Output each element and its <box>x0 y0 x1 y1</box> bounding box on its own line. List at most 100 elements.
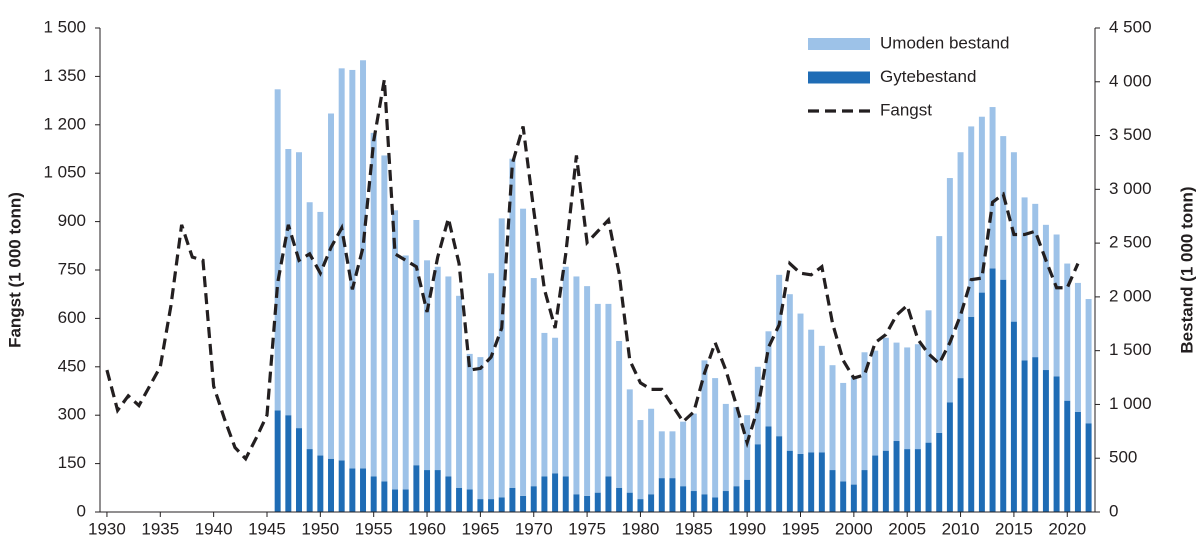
bar <box>498 218 505 498</box>
x-tick-label: 1980 <box>622 519 660 538</box>
bar <box>381 481 388 512</box>
bar <box>562 476 569 512</box>
bar <box>658 431 665 479</box>
bar <box>573 494 580 512</box>
y-tick-label: 1 050 <box>43 163 86 182</box>
bar <box>477 499 484 512</box>
x-tick-label: 1960 <box>408 519 446 538</box>
bar <box>1032 357 1039 512</box>
bar <box>861 352 868 471</box>
bar <box>381 155 388 482</box>
bar <box>786 450 793 512</box>
bar <box>872 350 879 456</box>
bar <box>712 378 719 498</box>
bar <box>925 310 932 443</box>
bar <box>1010 321 1017 512</box>
bar <box>648 408 655 495</box>
y2-tick-label: 1 000 <box>1109 394 1152 413</box>
y-tick-label: 750 <box>58 259 86 278</box>
bar <box>338 460 345 512</box>
bar <box>616 340 623 488</box>
bar <box>882 337 889 451</box>
x-tick-label: 1955 <box>355 519 393 538</box>
y2-tick-label: 2 000 <box>1109 286 1152 305</box>
bar <box>637 420 644 500</box>
bar <box>765 331 772 427</box>
bar <box>882 450 889 512</box>
bar <box>360 468 367 512</box>
bar <box>648 494 655 512</box>
bar <box>370 132 377 477</box>
bar <box>392 210 399 490</box>
x-tick-label: 1975 <box>568 519 606 538</box>
bar <box>978 292 985 512</box>
bar <box>722 491 729 512</box>
y2-tick-label: 3 000 <box>1109 179 1152 198</box>
bar <box>701 494 708 512</box>
x-tick-label: 2005 <box>888 519 926 538</box>
bar <box>968 126 975 317</box>
bar <box>541 476 548 512</box>
legend-label: Fangst <box>880 100 932 119</box>
y2-tick-label: 500 <box>1109 448 1137 467</box>
bar <box>680 421 687 487</box>
bar <box>616 487 623 512</box>
bar <box>434 266 441 471</box>
bar <box>1064 400 1071 512</box>
y-tick-label: 900 <box>58 211 86 230</box>
y2-tick-label: 3 500 <box>1109 125 1152 144</box>
bar <box>776 436 783 512</box>
y-tick-label: 150 <box>58 453 86 472</box>
y-tick-label: 300 <box>58 405 86 424</box>
bar <box>424 470 431 512</box>
bar <box>1042 370 1049 512</box>
bar <box>850 484 857 512</box>
bar <box>509 487 516 512</box>
bar <box>1064 263 1071 401</box>
bar <box>1000 136 1007 280</box>
y-tick-label: 0 <box>77 501 86 520</box>
bar <box>968 316 975 512</box>
bar <box>434 470 441 512</box>
x-tick-label: 1990 <box>728 519 766 538</box>
bar <box>840 382 847 482</box>
bar <box>370 476 377 512</box>
bar <box>552 337 559 474</box>
bar <box>850 376 857 485</box>
bar <box>285 415 292 512</box>
bar <box>914 449 921 512</box>
x-tick-label: 2000 <box>835 519 873 538</box>
bar <box>328 458 334 512</box>
bar <box>978 116 985 293</box>
bar <box>488 273 495 500</box>
bar <box>872 455 879 512</box>
bar <box>808 329 815 453</box>
bar <box>349 468 356 512</box>
bar <box>1074 282 1081 412</box>
x-tick-label: 1970 <box>515 519 553 538</box>
x-tick-label: 2020 <box>1048 519 1086 538</box>
bar <box>573 276 580 495</box>
bar <box>904 449 911 512</box>
bar <box>957 152 964 379</box>
y2-tick-label: 4 500 <box>1109 17 1152 36</box>
x-tick-label: 1940 <box>195 519 233 538</box>
bar <box>989 107 996 269</box>
bar <box>317 211 324 456</box>
bar <box>690 413 697 492</box>
bar <box>765 426 772 512</box>
bar <box>530 278 537 487</box>
bar <box>1053 234 1060 377</box>
line <box>105 79 1080 462</box>
bar <box>914 344 921 450</box>
bar <box>893 441 900 512</box>
bar <box>1053 376 1060 512</box>
bar <box>1042 224 1049 371</box>
bar <box>274 89 281 411</box>
bar <box>445 476 452 512</box>
y2-tick-label: 4 000 <box>1109 71 1152 90</box>
bar <box>562 266 569 477</box>
legend-swatch <box>808 38 870 50</box>
bar <box>1085 423 1092 512</box>
y-tick-label: 450 <box>58 356 86 375</box>
